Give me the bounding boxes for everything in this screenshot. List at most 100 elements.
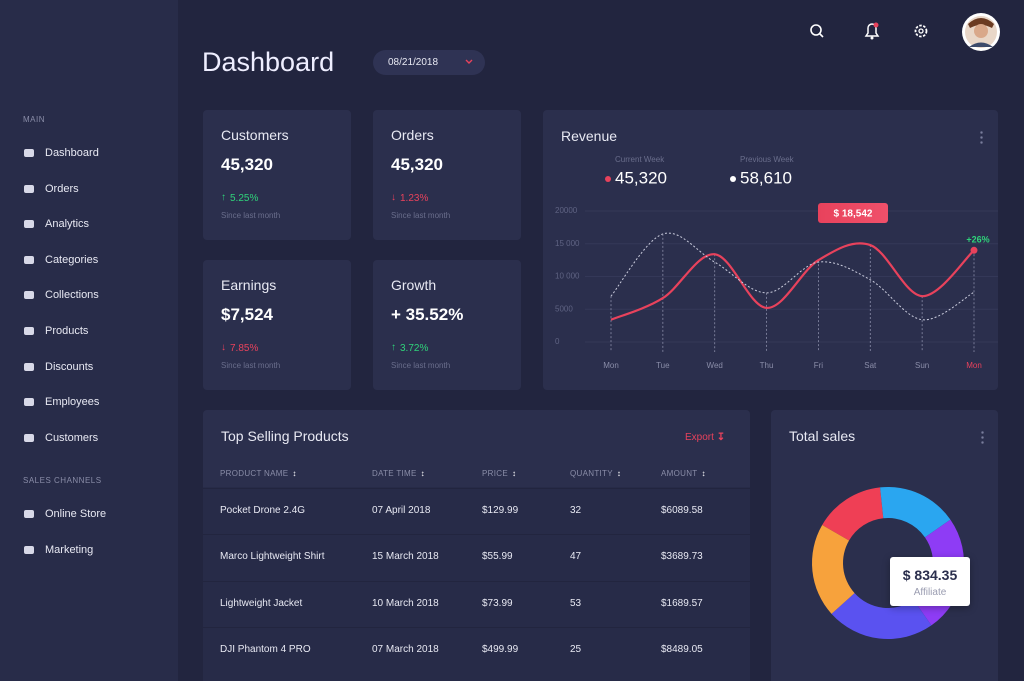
search-icon[interactable] [810,24,824,38]
y-tick-label: 20000 [555,206,578,215]
nav-item[interactable]: Categories [0,248,178,272]
stat-value: + 35.52% [391,305,464,324]
nav-item[interactable]: Orders [0,177,178,201]
sort-icon: ↕ [616,469,622,478]
legend-label: Current Week [615,155,665,164]
section-title: SALES CHANNELS [23,476,102,486]
nav-item[interactable]: Dashboard [0,141,178,165]
notification-icon[interactable] [864,22,880,40]
column-header[interactable]: PRODUCT NAME ↕ [220,469,297,478]
nav-item[interactable]: Customers [0,426,178,450]
table-cell: 07 April 2018 [372,505,431,516]
chevron-icon [465,59,473,64]
column-header[interactable]: PRICE ↕ [482,469,516,478]
column-header[interactable]: DATE TIME ↕ [372,469,425,478]
table-cell: $73.99 [482,597,513,609]
nav-label: Employees [45,396,100,409]
sort-icon: ↕ [420,469,425,478]
table-cell: $3689.73 [661,551,703,563]
stat-change: 5.25% [230,193,259,204]
stat-value: 45,320 [221,155,273,174]
date-picker[interactable]: 08/21/2018 [373,50,485,75]
avatar[interactable] [962,13,1000,51]
sidebar [0,0,178,681]
stat-title: Earnings [221,277,277,293]
menu-icon[interactable] [981,430,984,444]
y-tick-label: 0 [555,337,560,346]
revenue-card: Revenue [543,110,998,390]
column-header[interactable]: AMOUNT ↕ [661,469,706,478]
table-cell: $499.99 [482,643,519,655]
legend-dot [730,176,736,182]
table-cell: $8489.05 [661,643,703,655]
annotation: +26% [966,234,989,244]
tooltip-label: Affiliate [913,587,947,598]
table-cell: 32 [570,505,582,516]
table-header-row [203,460,750,487]
donut-chart [812,487,964,639]
stat-note: Since last month [221,211,281,220]
stat-change: 7.85% [230,343,259,354]
nav-item[interactable]: Employees [0,390,178,414]
nav-item[interactable]: Online Store [0,502,178,526]
sort-icon: ↕ [701,469,706,478]
export-button[interactable]: Export ↧ [685,432,725,443]
legend-label: Previous Week [740,155,795,164]
nav-icon [24,291,34,300]
table-cell: DJI Phantom 4 PRO [220,643,311,655]
stat-card: Growth + 35.52% ↑ 3.72% Since last month [373,260,521,390]
nav-item[interactable]: Products [0,319,178,343]
x-tick-label: Fri [814,361,824,370]
nav-icon [24,433,34,442]
x-tick-label: Mon [966,361,982,370]
card-title: Total sales [789,428,856,444]
row-divider [203,488,750,489]
settings-icon[interactable] [914,24,928,38]
date-text: 08/21/2018 [388,57,439,68]
menu-icon[interactable] [980,130,983,144]
table-cell: $1689.57 [661,597,703,609]
column-label: DATE TIME [372,469,417,478]
nav-icon [24,327,34,335]
column-label: PRICE [482,469,508,478]
nav-label: Marketing [45,544,94,556]
nav-item[interactable]: Marketing [0,538,178,562]
column-label: AMOUNT [661,469,698,478]
nav-icon [24,398,34,407]
nav-item[interactable]: Analytics [0,212,178,236]
nav-item[interactable]: Discounts [0,355,178,379]
stat-note: Since last month [221,361,281,370]
card-title: Revenue [561,128,618,144]
table-cell: 15 March 2018 [372,551,439,563]
nav-label: Categories [45,253,99,266]
card-title: Top Selling Products [221,428,349,444]
series-line [610,242,975,321]
nav-label: Customers [45,431,99,444]
x-tick-label: Mon [603,361,619,370]
x-tick-label: Wed [707,361,723,370]
x-tick-label: Tue [656,361,670,370]
nav-label: Collections [45,289,99,302]
nav-icon [24,220,34,229]
trend-arrow: ↑ [221,192,226,203]
trend-arrow: ↑ [391,342,396,353]
table-cell: $55.99 [482,551,513,563]
table-cell: Marco Lightweight Shirt [220,551,325,563]
export-icon: ↧ [716,432,726,443]
sort-icon: ↕ [511,469,517,478]
annotation-badge [818,203,888,223]
nav-icon [24,510,34,519]
table-cell: 07 March 2018 [372,643,439,655]
nav-icon [24,149,34,157]
column-header[interactable]: QUANTITY ↕ [570,469,621,478]
table-cell: 10 March 2018 [372,597,439,609]
page-title: Dashboard [202,47,335,77]
nav-item[interactable]: Collections [0,283,178,307]
stat-note: Since last month [391,361,451,370]
table-cell: 25 [570,643,582,655]
stat-change: 1.23% [400,193,429,204]
nav-label: Orders [45,182,79,195]
nav-icon [24,255,34,264]
